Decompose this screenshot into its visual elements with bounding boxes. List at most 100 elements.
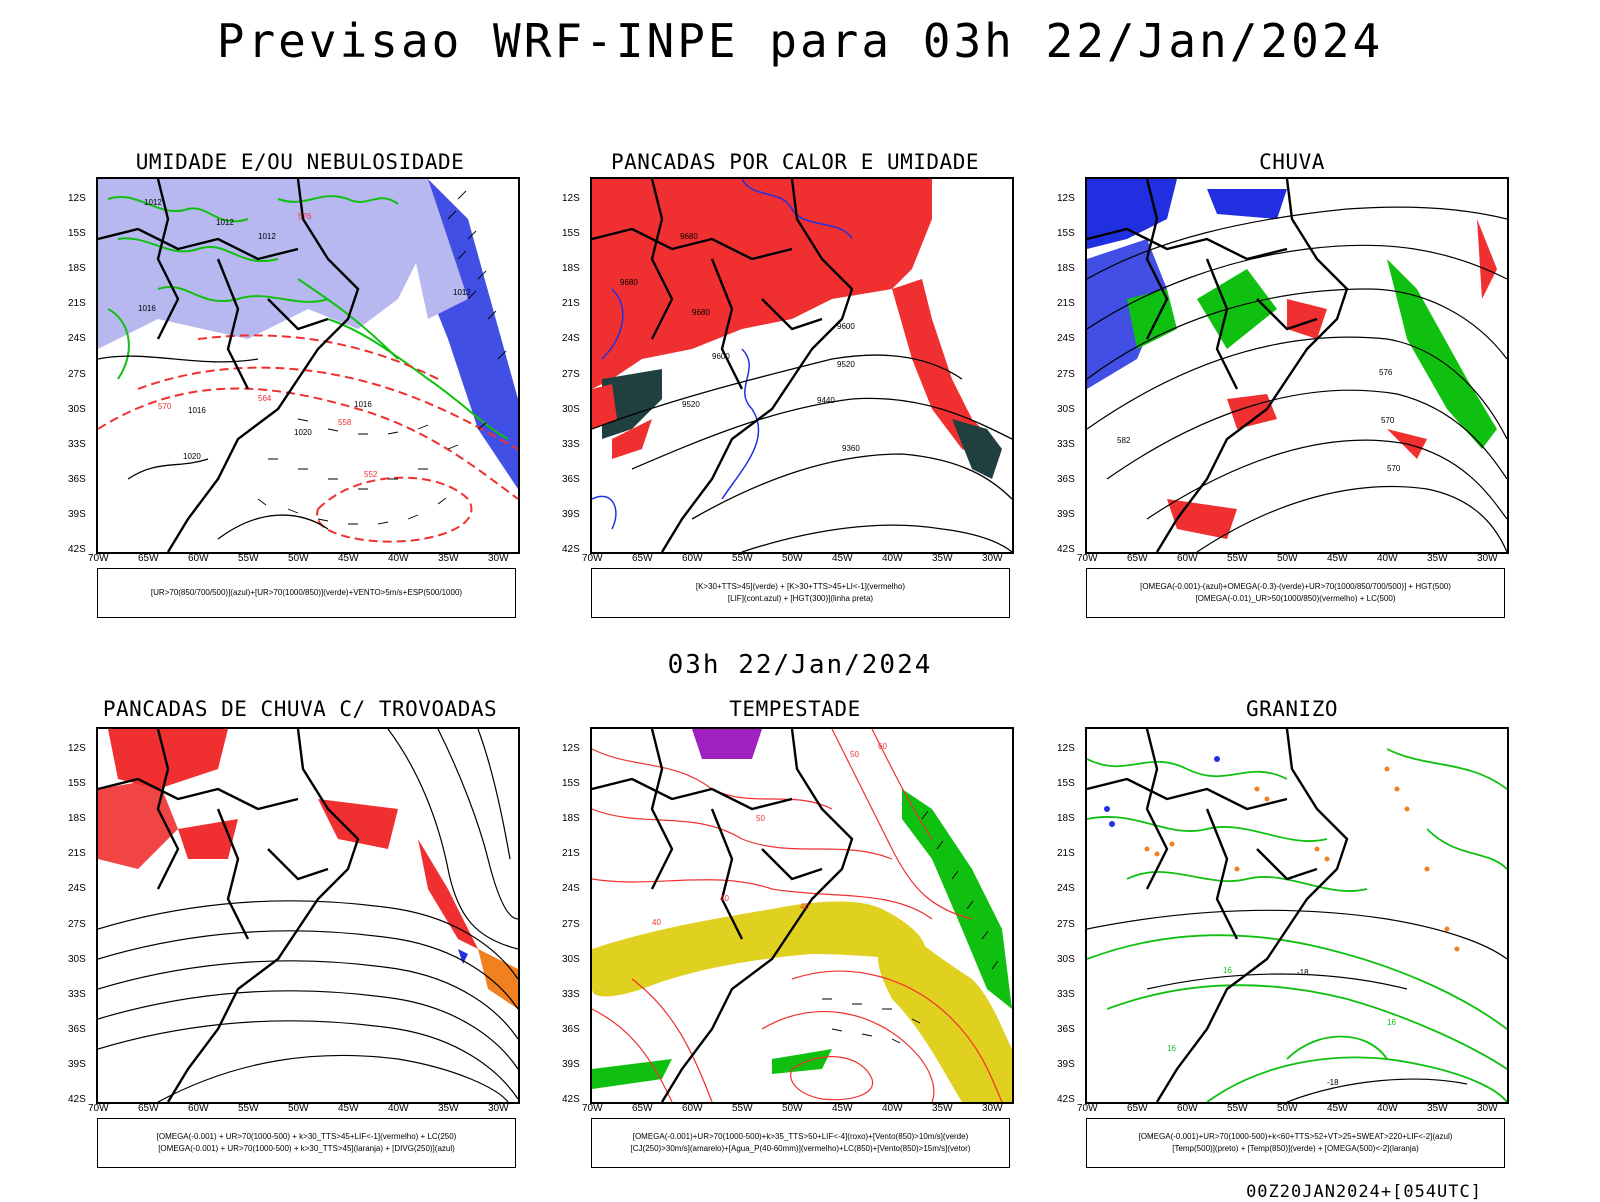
svg-text:9520: 9520 xyxy=(682,400,700,409)
lon-tick-label: 50W xyxy=(288,553,309,564)
run-footer: 00Z20JAN2024+[054UTC] xyxy=(1246,1182,1482,1202)
lon-tick-label: 40W xyxy=(388,553,409,564)
lon-tick-label: 45W xyxy=(832,1103,853,1114)
lat-tick-label: 12S xyxy=(562,743,580,754)
lon-tick-label: 40W xyxy=(388,1103,409,1114)
lat-tick-label: 27S xyxy=(1057,918,1075,930)
lon-tick-label: 30W xyxy=(488,1103,509,1114)
svg-text:570: 570 xyxy=(158,402,172,411)
lat-tick-label: 21S xyxy=(1057,298,1075,310)
panel-2-map: 9680 9680 9680 9600 9600 9520 9520 9440 … xyxy=(590,177,1014,554)
panel-5-legend: [OMEGA(-0.001)+UR>70(1000-500)+k>35_TTS>… xyxy=(591,1118,1010,1168)
svg-text:40: 40 xyxy=(720,894,729,903)
lon-tick-label: 65W xyxy=(1127,553,1148,564)
lat-tick-label: 24S xyxy=(562,883,580,895)
panel-3-legend-line-1: [OMEGA(-0.001)-(azul)+OMEGA(-0.3)-(verde… xyxy=(1140,582,1451,591)
lat-tick-label: 33S xyxy=(1057,438,1075,450)
panel-3-legend: [OMEGA(-0.001)-(azul)+OMEGA(-0.3)-(verde… xyxy=(1086,568,1505,618)
svg-text:9680: 9680 xyxy=(620,278,638,287)
lon-tick-label: 70W xyxy=(582,1103,603,1114)
lon-tick-label: 70W xyxy=(88,1103,109,1114)
lon-tick-label: 40W xyxy=(882,553,903,564)
main-title: Previsao WRF-INPE para 03h 22/Jan/2024 xyxy=(216,14,1384,68)
lon-tick-label: 65W xyxy=(632,1103,653,1114)
panel-6-legend: [OMEGA(-0.001)+UR>70(1000-500)+k<60+TTS>… xyxy=(1086,1118,1505,1168)
lon-tick-label: 55W xyxy=(732,1103,753,1114)
panel-4-legend-line-1: [OMEGA(-0.001) + UR>70(1000-500) + k>30_… xyxy=(156,1132,457,1141)
svg-text:9600: 9600 xyxy=(837,322,855,331)
lat-tick-label: 21S xyxy=(562,848,580,860)
panel-2-title: PANCADAS POR CALOR E UMIDADE xyxy=(610,150,979,174)
lon-tick-label: 60W xyxy=(188,553,209,564)
lat-tick-label: 24S xyxy=(68,883,86,895)
svg-text:16: 16 xyxy=(1387,1018,1396,1027)
svg-text:40: 40 xyxy=(800,902,809,911)
lat-tick-label: 36S xyxy=(68,473,86,485)
svg-text:1012: 1012 xyxy=(258,232,276,241)
lat-tick-label: 30S xyxy=(68,403,86,415)
lon-tick-label: 45W xyxy=(338,1103,359,1114)
panel-5-title: TEMPESTADE xyxy=(729,697,861,721)
lon-tick-label: 60W xyxy=(188,1103,209,1114)
lat-tick-label: 12S xyxy=(68,743,86,754)
panel-6-graphic: -18 -18 16 16 16 xyxy=(1087,729,1507,1102)
lat-tick-label: 18S xyxy=(1057,813,1075,825)
lon-tick-label: 35W xyxy=(932,1103,953,1114)
lat-tick-label: 21S xyxy=(562,298,580,310)
lat-tick-label: 12S xyxy=(1057,193,1075,204)
lat-tick-label: 15S xyxy=(562,778,580,790)
svg-text:582: 582 xyxy=(1117,436,1131,445)
lon-tick-label: 55W xyxy=(1227,553,1248,564)
lat-tick-label: 18S xyxy=(68,263,86,275)
lat-tick-label: 36S xyxy=(68,1023,86,1035)
lat-tick-label: 27S xyxy=(562,368,580,380)
lat-tick-label: 12S xyxy=(562,193,580,204)
panel-5-legend-line-2: [CJ(250)>30m/s](amarelo)+[Agua_P(40-60mm… xyxy=(630,1144,971,1153)
lon-tick-label: 30W xyxy=(488,553,509,564)
svg-text:570: 570 xyxy=(1381,416,1395,425)
lon-tick-label: 65W xyxy=(632,553,653,564)
lon-tick-label: 65W xyxy=(138,1103,159,1114)
panel-2-legend-line-2: [LIF](cont.azul) + [HGT(300)](linha pret… xyxy=(727,594,874,603)
panel-2-legend: [K>30+TTS>45](verde) + [K>30+TTS>45+LI<-… xyxy=(591,568,1010,618)
svg-text:1016: 1016 xyxy=(354,400,372,409)
lon-tick-label: 35W xyxy=(438,1103,459,1114)
panel-3-map: 576 570 570 582 xyxy=(1085,177,1509,554)
panel-6-legend-line-2: [Temp(500)](preto) + [Temp(850)](verde) … xyxy=(1172,1144,1419,1153)
lon-tick-label: 35W xyxy=(932,553,953,564)
lat-tick-label: 39S xyxy=(562,1058,580,1070)
panel-6-title: GRANIZO xyxy=(1245,697,1338,721)
panel-1-graphic: 1012 1012 1012 1012 1016 1016 1020 1020 … xyxy=(98,179,518,552)
lon-tick-label: 50W xyxy=(782,1103,803,1114)
lon-tick-label: 50W xyxy=(1277,553,1298,564)
panel-2-graphic: 9680 9680 9680 9600 9600 9520 9520 9440 … xyxy=(592,179,1012,552)
lon-tick-label: 30W xyxy=(1477,1103,1498,1114)
panel-4-graphic xyxy=(98,729,518,1102)
lat-tick-label: 27S xyxy=(562,918,580,930)
lat-tick-label: 24S xyxy=(1057,333,1075,345)
svg-text:9360: 9360 xyxy=(842,444,860,453)
panel-5-graphic: 40 40 40 50 50 60 xyxy=(592,729,1012,1102)
panel-4-legend-line-2: [OMEGA(-0.001) + UR>70(1000-500) + k>30_… xyxy=(158,1144,455,1153)
lat-tick-label: 12S xyxy=(68,193,86,204)
lat-tick-label: 15S xyxy=(1057,778,1075,790)
lat-tick-label: 39S xyxy=(68,508,86,520)
lat-tick-label: 21S xyxy=(1057,848,1075,860)
lat-tick-label: 18S xyxy=(1057,263,1075,275)
lat-tick-label: 24S xyxy=(1057,883,1075,895)
lat-tick-label: 30S xyxy=(1057,953,1075,965)
lat-tick-label: 12S xyxy=(1057,743,1075,754)
lon-tick-label: 55W xyxy=(238,1103,259,1114)
lat-tick-label: 30S xyxy=(562,953,580,965)
lat-tick-label: 27S xyxy=(68,918,86,930)
lat-tick-label: 39S xyxy=(562,508,580,520)
panel-4-map xyxy=(96,727,520,1104)
lon-tick-label: 30W xyxy=(982,553,1003,564)
lon-tick-label: 45W xyxy=(1327,1103,1348,1114)
lat-tick-label: 39S xyxy=(1057,508,1075,520)
lon-tick-label: 60W xyxy=(1177,1103,1198,1114)
lat-tick-label: 15S xyxy=(1057,228,1075,240)
panel-6-legend-line-1: [OMEGA(-0.001)+UR>70(1000-500)+k<60+TTS>… xyxy=(1138,1132,1453,1141)
lat-tick-label: 42S xyxy=(562,544,580,555)
lon-tick-label: 30W xyxy=(1477,553,1498,564)
